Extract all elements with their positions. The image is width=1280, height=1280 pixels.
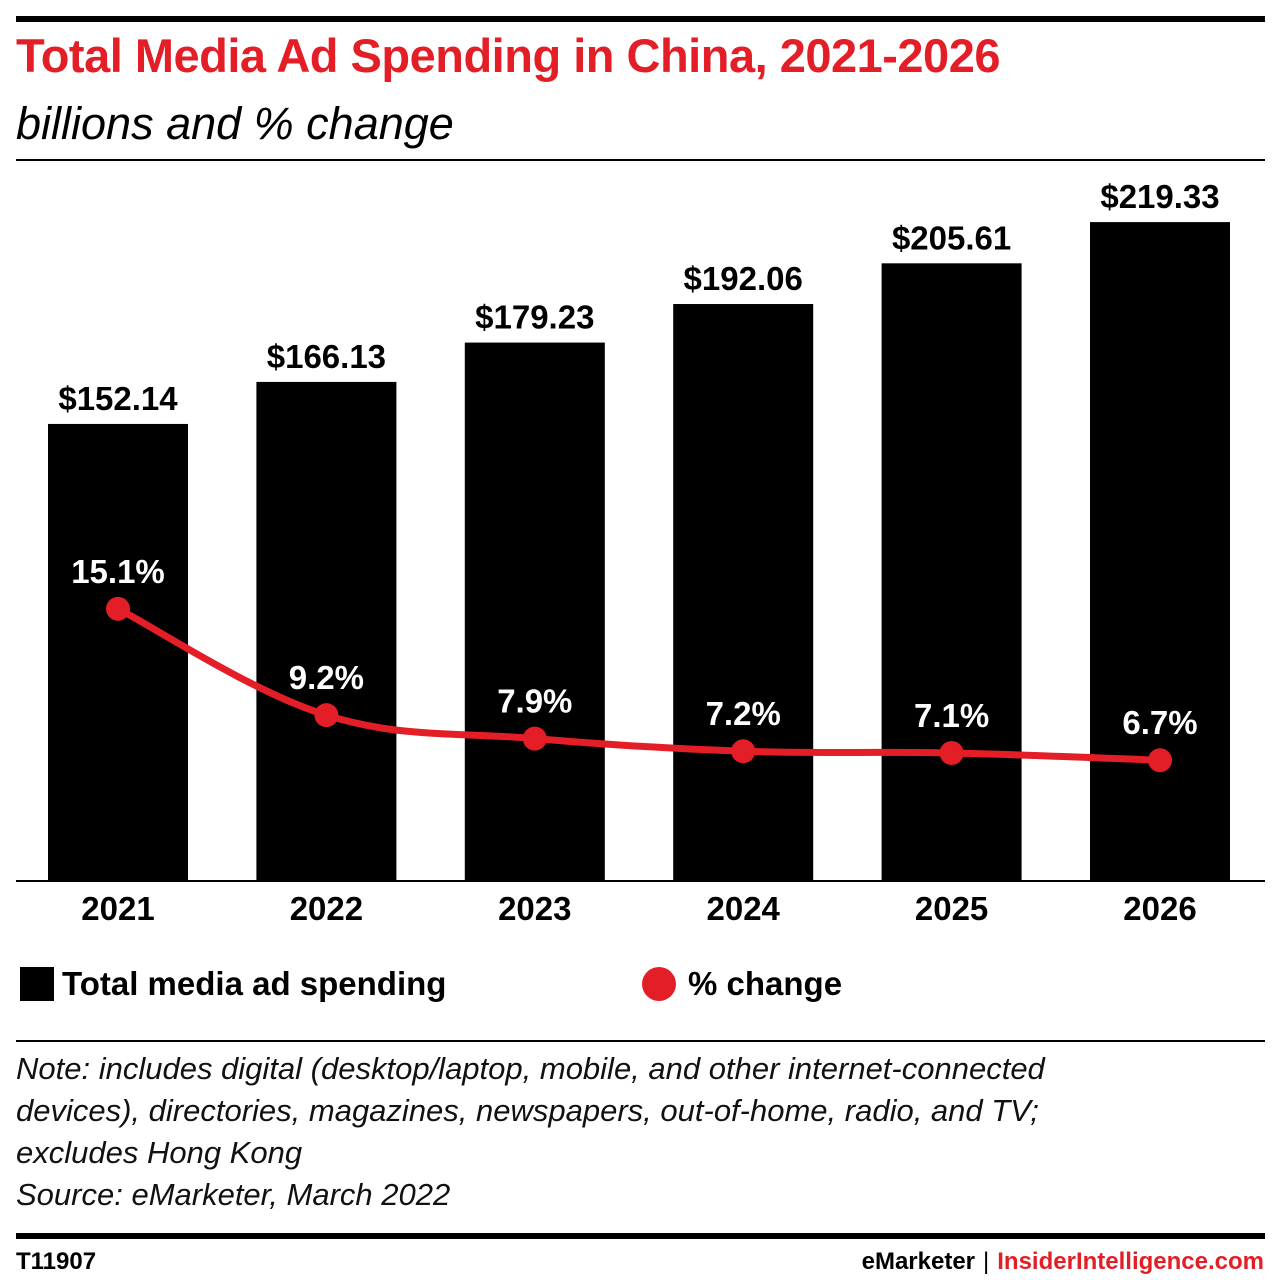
percent-change-point-2024 (731, 739, 756, 764)
top-rule (16, 16, 1265, 22)
subtitle-rule (16, 159, 1265, 161)
bar-2023 (464, 342, 605, 881)
bar-2026 (1090, 222, 1230, 881)
line-layer: 15.1% 9.2% 7.9% 7.2% 7.1% 6.7% (71, 553, 1198, 773)
chart-id: T11907 (16, 1248, 97, 1275)
legend-item-line: % change (642, 962, 842, 1006)
chart-title: Total Media Ad Spending in China, 2021-2… (16, 29, 1000, 82)
source-line: Source: eMarketer, March 2022 (16, 1177, 451, 1212)
bar-2025 (881, 263, 1022, 881)
bar-value-label-2026: $219.33 (1100, 178, 1219, 215)
brand-insider-intelligence: InsiderIntelligence.com (997, 1248, 1264, 1275)
bar-value-label-2021: $152.14 (58, 380, 178, 417)
note-line-2: devices), directories, magazines, newspa… (16, 1093, 1039, 1128)
percent-change-point-2021 (106, 596, 130, 621)
percent-change-label-2024: 7.2% (706, 695, 781, 732)
bar-value-label-2025: $205.61 (892, 219, 1011, 256)
percent-change-label-2023: 7.9% (497, 683, 572, 720)
chart-subtitle: billions and % change (16, 98, 454, 149)
percent-change-label-2022: 9.2% (289, 659, 364, 696)
x-tick-label-2026: 2026 (1123, 890, 1196, 927)
brand-emarketer: eMarketer (861, 1248, 976, 1275)
note-line-3: excludes Hong Kong (16, 1135, 303, 1170)
legend-bar-swatch (20, 967, 54, 1001)
bar-value-label-2024: $192.06 (684, 260, 803, 297)
percent-change-label-2025: 7.1% (914, 697, 989, 734)
footer-brand: eMarketer | InsiderIntelligence.com (862, 1248, 1264, 1276)
x-tick-label-2025: 2025 (915, 890, 988, 927)
percent-change-point-2025 (939, 741, 964, 766)
percent-change-line (114, 605, 1164, 764)
bar-2024 (673, 304, 814, 881)
legend-line-swatch (642, 967, 676, 1001)
bar-labels-layer: $152.14 $166.13 $179.23 $192.06 $205.61 $219.… (58, 178, 1219, 417)
x-tick-label-2023: 2023 (498, 890, 571, 927)
note-line-1: Note: includes digital (desktop/laptop, … (16, 1051, 1045, 1086)
x-tick-label-2024: 2024 (706, 890, 780, 927)
bar-2022 (256, 381, 397, 881)
bar-value-label-2023: $179.23 (475, 299, 594, 336)
x-tick-label-2021: 2021 (81, 890, 154, 927)
percent-change-point-2022 (314, 703, 339, 728)
footer-rule (16, 1233, 1265, 1239)
bar-2021 (48, 423, 188, 881)
x-ticks-layer: 2021 2022 2023 2024 2025 2026 (81, 890, 1196, 927)
bar-value-label-2022: $166.13 (267, 338, 386, 375)
percent-change-point-2023 (522, 726, 547, 751)
note-rule (16, 1040, 1265, 1042)
legend-line-label: % change (688, 965, 843, 1002)
x-tick-label-2022: 2022 (290, 890, 363, 927)
chart-note: Note: includes digital (desktop/laptop, … (16, 1048, 1256, 1216)
chart-area: $152.14 $166.13 $179.23 $192.06 $205.61 $219.… (16, 178, 1265, 927)
legend-bar-label: Total media ad spending (62, 965, 447, 1002)
bars-layer (48, 222, 1230, 881)
percent-change-label-2021: 15.1% (71, 553, 165, 590)
legend-item-bar: Total media ad spending (20, 962, 446, 1006)
percent-change-label-2026: 6.7% (1122, 704, 1197, 741)
brand-separator: | (983, 1248, 990, 1275)
percent-change-point-2026 (1148, 748, 1172, 773)
